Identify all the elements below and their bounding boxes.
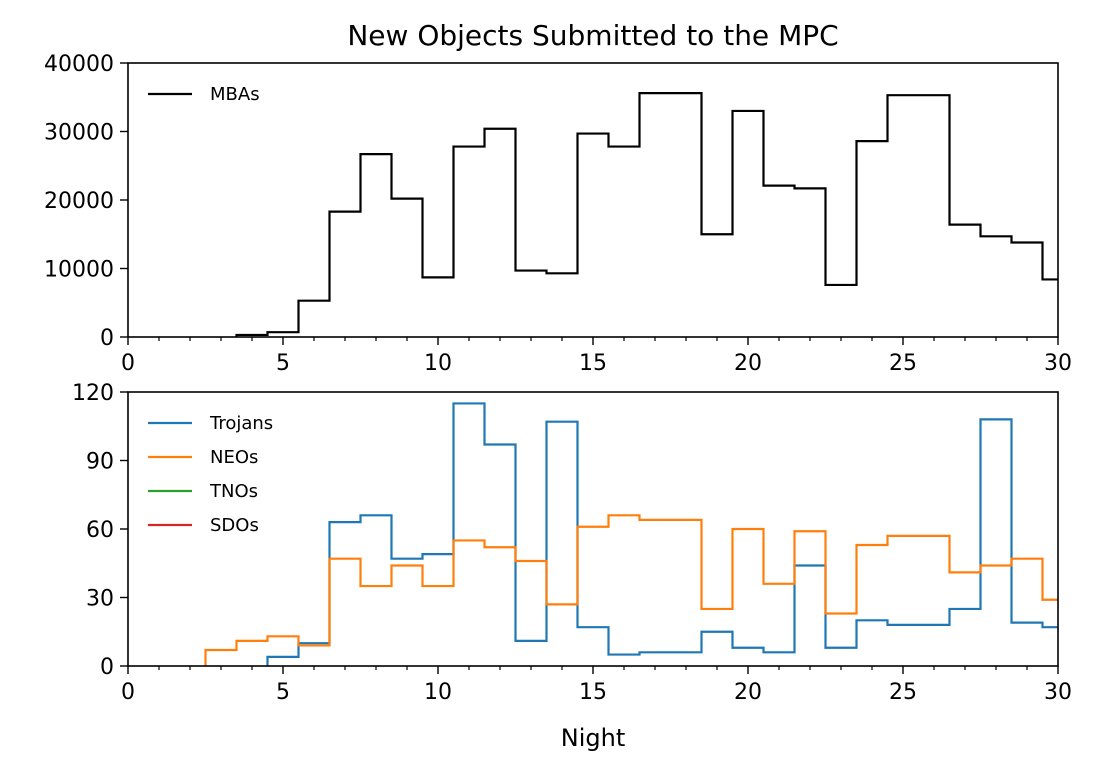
- chart-title: New Objects Submitted to the MPC: [347, 19, 838, 52]
- x-tick-label: 0: [121, 351, 135, 376]
- x-tick-label: 0: [121, 680, 135, 705]
- series-trojans-line: [266, 402, 1058, 666]
- x-tick-label: 5: [276, 680, 290, 705]
- y-tick-label: 60: [86, 518, 114, 543]
- y-tick-label: 10000: [44, 258, 114, 283]
- y-tick-label: 120: [72, 381, 114, 406]
- panel-small-bodies: 0 5 10 15 20 25 30 0 30 60 90 120 Night Trojans NEOs TN…: [72, 381, 1072, 752]
- x-axis-label: Night: [561, 724, 625, 752]
- series-mbas-line: [235, 92, 1058, 337]
- x-tick-label: 25: [889, 351, 917, 376]
- legend-label-neos: NEOs: [210, 447, 258, 468]
- y-tick-label: 0: [100, 655, 114, 680]
- series-layer: [235, 92, 1058, 337]
- y-tick-label: 30: [86, 587, 114, 612]
- x-tick-label: 5: [276, 351, 290, 376]
- x-tick-label: 30: [1044, 351, 1072, 376]
- axes-frame: [127, 62, 1059, 338]
- x-tick-label: 10: [424, 351, 452, 376]
- x-tick-label: 20: [734, 680, 762, 705]
- x-tick-label: 10: [424, 680, 452, 705]
- x-tick-label: 25: [889, 680, 917, 705]
- series-layer: [204, 402, 1058, 666]
- legend-label-tnos: TNOs: [209, 481, 258, 502]
- y-tick-label: 30000: [44, 121, 114, 146]
- x-tick-label: 20: [734, 351, 762, 376]
- legend-label-trojans: Trojans: [209, 413, 273, 434]
- y-tick-label: 0: [100, 326, 114, 351]
- legend-label-sdos: SDOs: [210, 515, 259, 536]
- legend: MBAs: [148, 84, 260, 105]
- x-tick-label: 30: [1044, 680, 1072, 705]
- panel-mbas: 0 5 10 15 20 25 30 0 10000 20000 30000 40000 MBAs: [44, 52, 1072, 376]
- x-tick-label: 15: [579, 680, 607, 705]
- y-tick-label: 20000: [44, 189, 114, 214]
- y-tick-label: 90: [86, 450, 114, 475]
- x-tick-label: 15: [579, 351, 607, 376]
- y-tick-label: 40000: [44, 52, 114, 77]
- legend-label-mbas: MBAs: [210, 84, 260, 105]
- series-neos-line: [204, 514, 1058, 666]
- legend: Trojans NEOs TNOs SDOs: [148, 413, 273, 536]
